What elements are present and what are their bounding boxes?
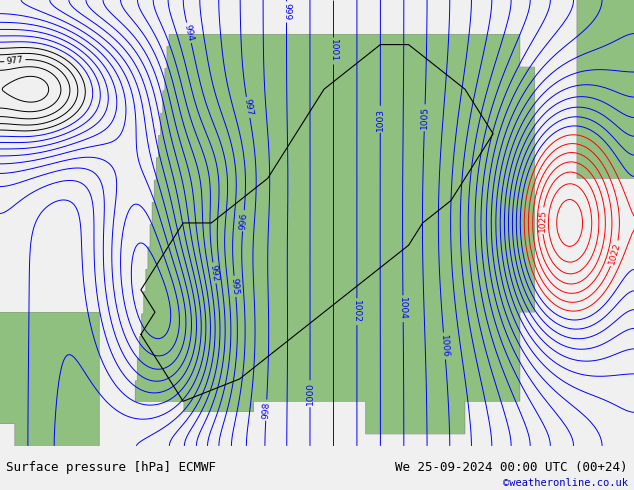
Text: 1000: 1000 — [306, 382, 314, 405]
Text: 1006: 1006 — [439, 334, 450, 358]
Text: 1022: 1022 — [607, 242, 623, 266]
Text: 997: 997 — [242, 98, 254, 117]
Text: 992: 992 — [209, 264, 220, 282]
Text: ©weatheronline.co.uk: ©weatheronline.co.uk — [503, 478, 628, 488]
Text: 999: 999 — [282, 3, 291, 21]
Text: 998: 998 — [261, 401, 271, 419]
Text: 1005: 1005 — [420, 106, 429, 129]
Text: 1001: 1001 — [329, 39, 338, 62]
Text: 1004: 1004 — [398, 297, 408, 320]
Text: 995: 995 — [230, 277, 240, 295]
Text: 1003: 1003 — [376, 108, 385, 131]
Text: 1002: 1002 — [353, 300, 361, 323]
Text: 996: 996 — [238, 212, 249, 230]
Text: 994: 994 — [183, 24, 195, 42]
Text: 977: 977 — [6, 55, 24, 66]
Text: We 25-09-2024 00:00 UTC (00+24): We 25-09-2024 00:00 UTC (00+24) — [395, 462, 628, 474]
Text: Surface pressure [hPa] ECMWF: Surface pressure [hPa] ECMWF — [6, 462, 216, 474]
Text: 1025: 1025 — [538, 209, 547, 232]
